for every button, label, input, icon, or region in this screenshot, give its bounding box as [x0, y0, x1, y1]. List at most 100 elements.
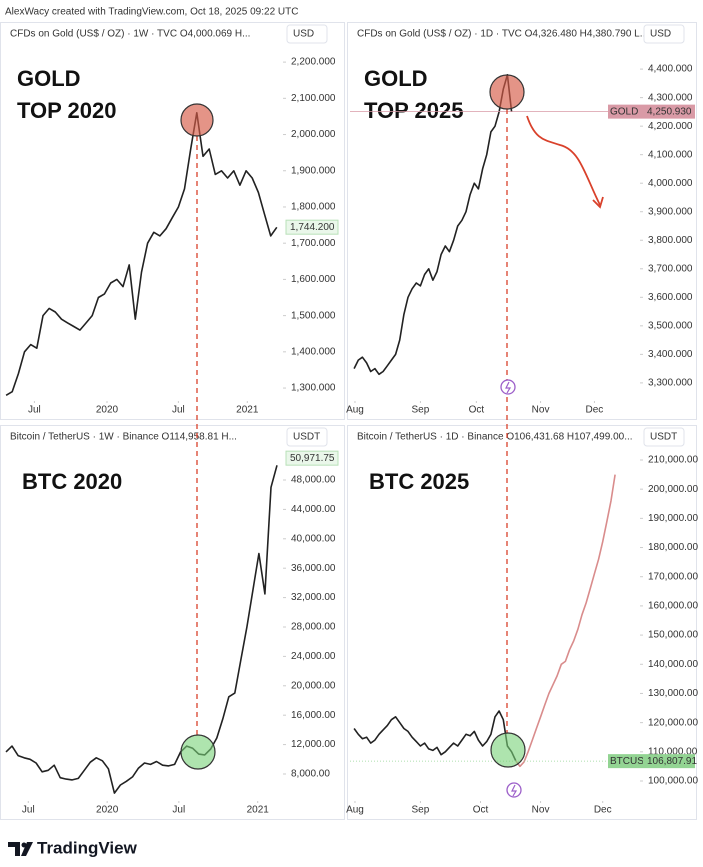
y-tick-label: 4,300.000 [648, 92, 693, 103]
x-tick-label: 2020 [96, 805, 119, 816]
y-tick-label: 3,800.000 [648, 235, 693, 246]
x-tick-label: Jul [22, 805, 35, 816]
y-tick-label: 1,500.000 [291, 310, 336, 321]
y-tick-label: 44,000.00 [291, 504, 336, 515]
arrow-head [592, 196, 604, 209]
panels: CFDs on Gold (US$ / OZ) · 1W · TVC O4,00… [0, 22, 698, 820]
y-tick-label: 120,000.00 [648, 717, 698, 728]
top-circle [180, 103, 214, 137]
currency: USDT [650, 432, 677, 443]
annotation: TOP 2025 [364, 98, 463, 123]
x-tick-label: Sep [412, 805, 430, 816]
x-tick-label: Aug [346, 405, 364, 416]
event-icon [500, 379, 516, 395]
last-price: 50,971.75 [290, 453, 335, 464]
arrow [526, 115, 601, 206]
chart-title: Bitcoin / TetherUS · 1W · Binance O114,9… [10, 432, 237, 443]
symbol-badge [608, 104, 643, 119]
annotation: BTC 2020 [22, 469, 122, 494]
x-tick-label: Sep [412, 405, 430, 416]
y-tick-label: 32,000.00 [291, 592, 336, 603]
y-tick-label: 12,000.00 [291, 739, 336, 750]
x-tick-label: Oct [469, 405, 485, 416]
y-tick-label: 2,200.000 [291, 57, 336, 68]
y-tick-label: 210,000.00 [648, 455, 698, 466]
y-tick-label: 3,900.000 [648, 206, 693, 217]
top-circle [489, 74, 525, 110]
currency: USD [293, 29, 314, 40]
y-tick-label: 180,000.00 [648, 542, 698, 553]
y-tick-label: 130,000.00 [648, 688, 698, 699]
bottom-circle [180, 734, 216, 770]
annotation: GOLD [17, 66, 81, 91]
y-tick-label: 3,300.000 [648, 378, 693, 389]
y-tick-label: 4,100.000 [648, 149, 693, 160]
price-badge [285, 219, 339, 235]
y-tick-label: 28,000.00 [291, 622, 336, 633]
x-tick-label: Nov [532, 405, 550, 416]
price-badge [643, 754, 695, 769]
y-tick-label: 48,000.00 [291, 475, 336, 486]
annotation: GOLD [364, 66, 428, 91]
y-tick-label: 20,000.00 [291, 680, 336, 691]
y-tick-label: 3,600.000 [648, 292, 693, 303]
event-icon [505, 381, 512, 394]
symbol-badge [608, 754, 643, 769]
currency-box [643, 427, 685, 447]
y-tick-label: 4,200.000 [648, 121, 693, 132]
y-tick-label: 36,000.00 [291, 563, 336, 574]
price-line [353, 74, 513, 376]
price-line [515, 474, 616, 768]
footer: TradingView [37, 838, 138, 857]
currency: USD [650, 29, 671, 40]
y-tick-label: 200,000.00 [648, 484, 698, 495]
annotation: TOP 2020 [17, 98, 116, 123]
y-tick-label: 8,000.00 [291, 769, 330, 780]
price-line [5, 112, 278, 396]
event-icon [506, 782, 522, 798]
y-tick-label: 4,400.000 [648, 64, 693, 75]
currency: USDT [293, 432, 320, 443]
y-tick-label: 2,100.000 [291, 93, 336, 104]
event-icon [511, 784, 518, 797]
logo-mark [21, 842, 33, 856]
x-tick-label: Dec [594, 805, 612, 816]
x-tick-label: Jul [28, 405, 41, 416]
y-tick-label: 110,000.00 [648, 746, 698, 757]
y-tick-label: 140,000.00 [648, 659, 698, 670]
chart-panel: CFDs on Gold (US$ / OZ) · 1W · TVC O4,00… [0, 22, 345, 420]
y-tick-label: 2,000.000 [291, 129, 336, 140]
currency-box [286, 427, 328, 447]
symbol: BTCUSDT [610, 756, 657, 767]
x-tick-label: 2021 [247, 805, 270, 816]
overlay [180, 74, 604, 798]
y-tick-label: 170,000.00 [648, 571, 698, 582]
y-tick-label: 16,000.00 [291, 710, 336, 721]
logo-mark [8, 842, 20, 856]
annotation: BTC 2025 [369, 469, 469, 494]
footer-logo: TradingView [8, 838, 138, 857]
y-tick-label: 3,700.000 [648, 263, 693, 274]
x-tick-label: Oct [473, 805, 489, 816]
x-tick-label: Jul [172, 805, 185, 816]
panel-frame [0, 425, 345, 820]
y-tick-label: 3,400.000 [648, 349, 693, 360]
bottom-circle [490, 732, 526, 768]
y-tick-label: 1,800.000 [291, 202, 336, 213]
chart-title: CFDs on Gold (US$ / OZ) · 1D · TVC O4,32… [357, 29, 648, 40]
y-tick-label: 1,900.000 [291, 165, 336, 176]
x-tick-label: Aug [346, 805, 364, 816]
y-tick-label: 1,600.000 [291, 274, 336, 285]
chart-title: CFDs on Gold (US$ / OZ) · 1W · TVC O4,00… [10, 29, 250, 40]
price-badge [285, 450, 339, 466]
x-tick-label: Jul [172, 405, 185, 416]
y-tick-label: 190,000.00 [648, 513, 698, 524]
chart-title: Bitcoin / TetherUS · 1D · Binance O106,4… [357, 432, 633, 443]
last-price: 1,744.200 [290, 222, 335, 233]
x-tick-label: 2021 [236, 405, 259, 416]
y-tick-label: 24,000.00 [291, 651, 336, 662]
chart-panel: Bitcoin / TetherUS · 1W · Binance O114,9… [0, 425, 345, 820]
x-tick-label: 2020 [96, 405, 119, 416]
